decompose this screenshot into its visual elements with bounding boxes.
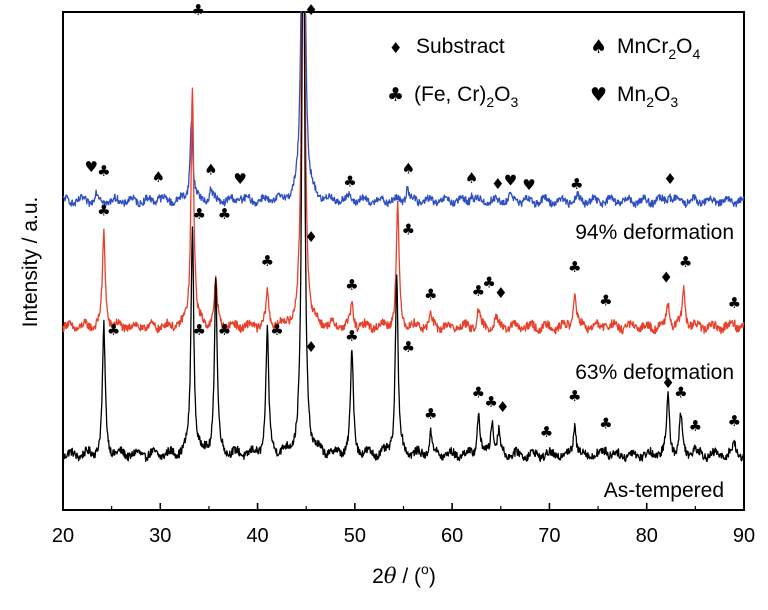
- x-label-unit-close: ): [429, 565, 436, 588]
- peak-marker: ♦: [496, 398, 509, 416]
- peak-marker: ♦: [659, 269, 672, 287]
- peak-marker: ♣: [599, 415, 612, 433]
- x-axis-label: 2θ / (o): [372, 561, 436, 588]
- peak-marker: ♣: [218, 205, 231, 223]
- peak-marker: ♣: [402, 221, 415, 239]
- spade-icon: ♠: [590, 36, 607, 58]
- trace-label: 94% deformation: [575, 221, 734, 244]
- peak-marker: ♦: [491, 175, 504, 193]
- trace-label: As-tempered: [604, 479, 724, 502]
- peak-marker: ♣: [679, 253, 692, 271]
- peak-marker: ♣: [192, 205, 205, 223]
- x-tick-label: 80: [636, 525, 658, 547]
- legend-text: Mn: [617, 83, 646, 106]
- club-icon: ♣: [387, 84, 404, 106]
- peak-marker: ♣: [570, 175, 583, 193]
- peak-marker: ♣: [689, 417, 702, 435]
- peak-marker: ♣: [107, 321, 120, 339]
- legend-label: Substract: [416, 35, 505, 58]
- peak-marker: ♣: [472, 282, 485, 300]
- legend-text: O: [676, 35, 692, 58]
- peak-marker: ♥: [522, 176, 535, 194]
- traces-layer: [62, 11, 745, 463]
- legend-subscript: 2: [668, 46, 676, 62]
- peak-marker: ♣: [484, 393, 497, 411]
- peak-marker: ♦: [661, 374, 674, 392]
- peak-marker: ♣: [568, 387, 581, 405]
- x-label-unit-open: / (: [397, 565, 422, 588]
- x-tick-label: 20: [52, 525, 74, 547]
- legend-text: Substract: [416, 35, 505, 58]
- legend-subscript: 4: [692, 46, 700, 62]
- peak-marker: ♣: [345, 276, 358, 294]
- x-tick-label: 70: [538, 525, 560, 547]
- x-label-degree: o: [421, 561, 429, 577]
- legend-subscript: 2: [646, 94, 654, 110]
- legend-label: (Fe, Cr)2O3: [414, 83, 518, 110]
- peak-marker: ♣: [424, 405, 437, 423]
- peak-marker: ♣: [97, 162, 110, 180]
- peak-marker: ♠: [204, 161, 217, 179]
- peak-marker: ♣: [343, 173, 356, 191]
- peak-marker: ♣: [261, 252, 274, 270]
- legend-text: (Fe, Cr): [414, 83, 486, 106]
- peak-marker: ♣: [192, 321, 205, 339]
- peak-marker: ♣: [728, 294, 741, 312]
- peak-marker: ♠: [465, 169, 478, 187]
- x-label-theta: θ: [384, 564, 397, 588]
- x-tick-label: 90: [733, 525, 755, 547]
- legend-text: O: [494, 83, 510, 106]
- peak-markers-layer: ♥ ♣ ♠♣♠♥♦♣♠♠ ♦ ♥ ♥ ♣ ♦♣ ♣ ♣♣♦♣♣♣ ♣♣♦♣♣♦♣♣♣ ♣ ♣ ♣♦♣♣♣♣…: [84, 1, 741, 441]
- xrd-trace: [62, 11, 745, 463]
- peak-marker: ♥: [504, 171, 517, 189]
- x-axis: 20 30 40 50 60 70 80 90: [52, 503, 755, 547]
- peak-marker: ♣: [482, 273, 495, 291]
- peak-marker: ♣: [728, 412, 741, 430]
- peak-marker: ♦: [663, 170, 676, 188]
- peak-marker: ♦: [304, 228, 317, 246]
- peak-marker: ♥: [84, 158, 97, 176]
- x-label-two: 2: [372, 565, 384, 588]
- x-tick-label: 40: [246, 525, 268, 547]
- peak-marker: ♣: [424, 285, 437, 303]
- xrd-trace: [62, 11, 745, 208]
- xrd-trace: [62, 11, 745, 335]
- peak-marker: ♠: [152, 168, 165, 186]
- peak-marker: ♦: [304, 1, 317, 19]
- peak-marker: ♦: [494, 284, 507, 302]
- legend-subscript: 3: [670, 94, 678, 110]
- legend-text: MnCr: [617, 35, 668, 58]
- peak-marker: ♣: [540, 423, 553, 441]
- y-axis-label: Intensity / a.u.: [19, 197, 42, 328]
- peak-marker: ♣: [345, 327, 358, 345]
- legend: ♦ Substract ♠ MnCr2O4♣ (Fe, Cr)2O3 ♥ Mn2O3: [387, 35, 700, 110]
- peak-marker: ♣: [402, 338, 415, 356]
- legend-text: O: [654, 83, 670, 106]
- legend-subscript: 3: [510, 94, 518, 110]
- peak-marker: ♣: [472, 383, 485, 401]
- peak-marker: ♣: [97, 201, 110, 219]
- peak-marker: ♦: [304, 338, 317, 356]
- heart-icon: ♥: [590, 84, 607, 106]
- legend-subscript: 2: [486, 94, 494, 110]
- x-tick-label: 60: [441, 525, 463, 547]
- peak-marker: ♠: [402, 159, 415, 177]
- peak-marker: ♣: [674, 383, 687, 401]
- peak-marker: ♣: [270, 321, 283, 339]
- peak-marker: ♣: [568, 258, 581, 276]
- peak-marker: ♣: [218, 321, 231, 339]
- peak-marker: ♥: [233, 170, 246, 188]
- x-tick-label: 50: [344, 525, 366, 547]
- trace-label: 63% deformation: [575, 361, 734, 384]
- diamond-icon: ♦: [389, 39, 402, 57]
- legend-label: Mn2O3: [617, 83, 678, 110]
- peak-marker: ♣: [191, 1, 204, 19]
- legend-label: MnCr2O4: [617, 35, 700, 62]
- peak-marker: ♣: [599, 291, 612, 309]
- x-tick-label: 30: [149, 525, 171, 547]
- trace-labels-layer: 94% deformation 63% deformation As-tempere…: [575, 221, 734, 502]
